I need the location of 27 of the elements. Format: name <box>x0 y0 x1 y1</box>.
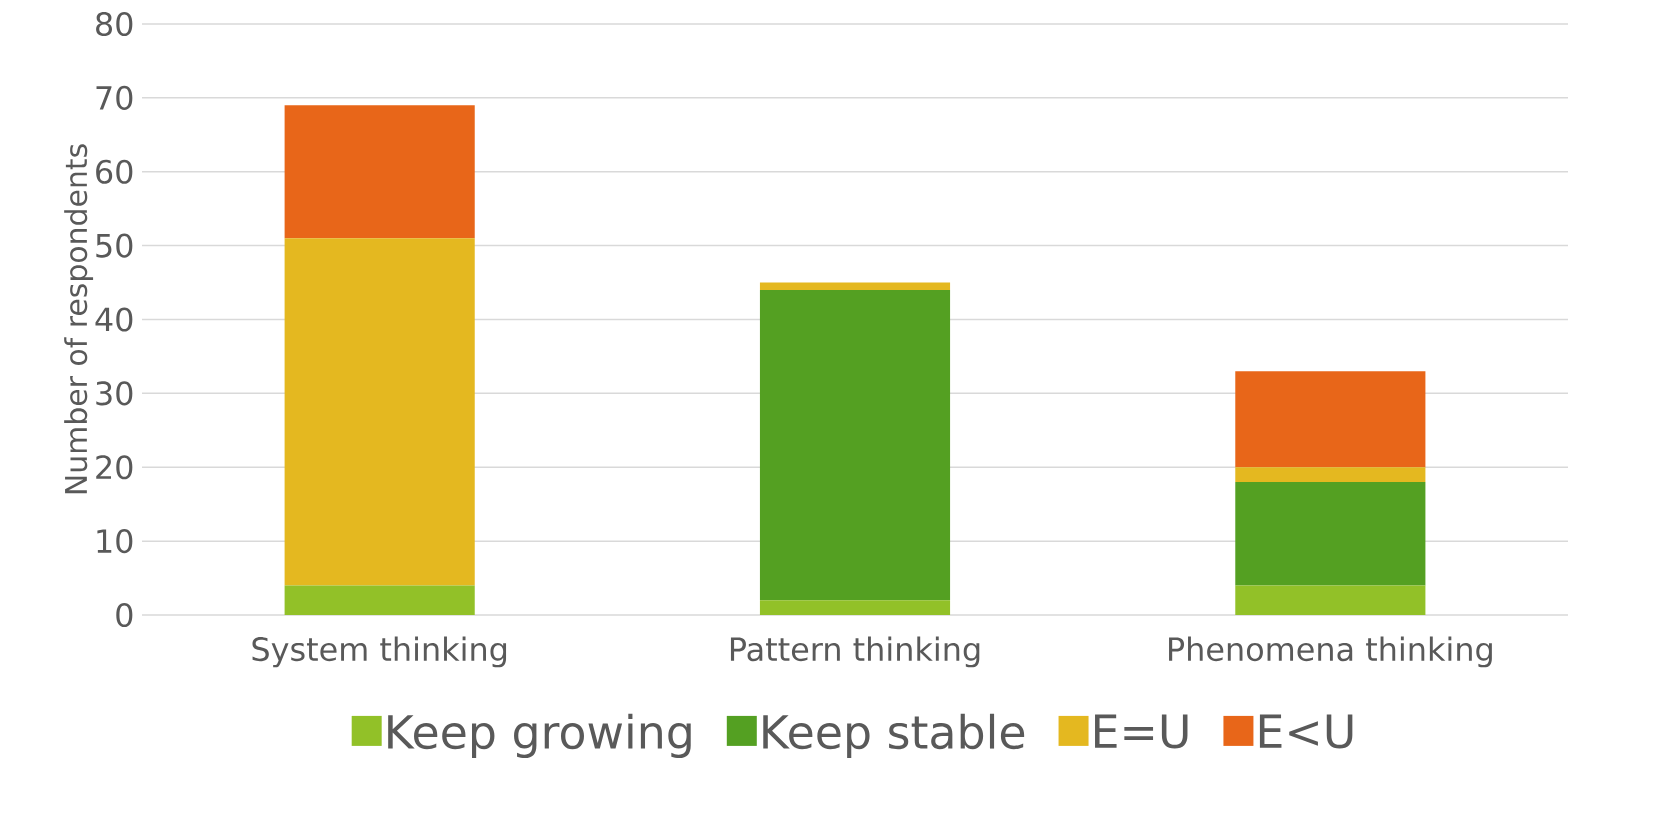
y-tick-label: 60 <box>96 159 133 184</box>
y-tick-label: 30 <box>96 381 133 406</box>
legend-label: E<U <box>1259 714 1353 749</box>
y-tick-label: 20 <box>96 455 133 480</box>
bar <box>1235 371 1426 468</box>
y-axis-title: Number of respondents <box>64 144 94 494</box>
bar <box>284 238 475 586</box>
legend-label: Keep growing <box>388 713 691 759</box>
y-tick-label: 80 <box>96 11 133 37</box>
bar <box>1235 467 1426 483</box>
bar <box>759 600 951 615</box>
bar <box>284 105 475 239</box>
y-tick-label: 40 <box>95 307 133 332</box>
bar <box>284 585 475 615</box>
y-tick-label: 0 <box>116 602 133 628</box>
y-tick-label: 10 <box>97 529 133 554</box>
bar <box>759 289 951 601</box>
bar <box>759 282 951 290</box>
x-tick-label: Phenomena thinking <box>1169 636 1492 668</box>
bar <box>1235 482 1426 586</box>
y-tick-label: 70 <box>96 85 133 110</box>
x-tick-label: Pattern thinking <box>730 636 980 668</box>
legend-label: E=U <box>1095 714 1188 749</box>
bar <box>1235 585 1426 615</box>
x-tick-label: System thinking <box>252 636 507 668</box>
legend-label: Keep stable <box>763 713 1025 759</box>
y-tick-label: 50 <box>96 233 133 258</box>
